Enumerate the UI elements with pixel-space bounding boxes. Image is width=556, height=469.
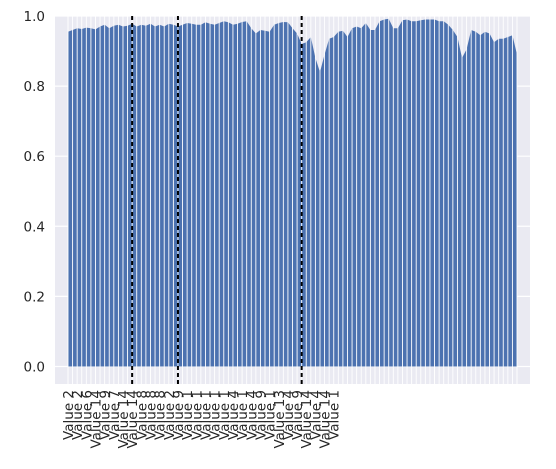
x-tick-label: Value 1 [263, 390, 279, 440]
x-tick-label: Value 9 [253, 390, 269, 440]
x-tick-label: Value 14 [125, 390, 141, 449]
reference-lines [131, 16, 303, 384]
x-tick-label: Value 2 [61, 390, 77, 440]
x-tick-marks [67, 16, 518, 384]
x-tick-label: Value 9 [171, 390, 187, 440]
x-tick-label: Value 6 [79, 390, 95, 440]
x-tick-label: Value 4 [226, 390, 242, 440]
y-tick-label: 0.6 [24, 149, 45, 165]
x-tick-label: Value 2 [162, 390, 178, 440]
y-axis: 0.0 0.2 0.4 0.6 0.8 1.0 [24, 9, 45, 375]
x-tick-label: Value 4 [308, 390, 324, 440]
y-tick-label: 0.8 [24, 79, 45, 95]
x-tick-label: Value 4 [244, 390, 260, 440]
x-tick-label: Value 1 [217, 390, 233, 440]
x-tick-label: Value 14 [116, 390, 132, 449]
x-tick-label: Value 9 [290, 390, 306, 440]
x-tick-label: Value 8 [143, 390, 159, 440]
x-tick-label: Value 8 [153, 390, 169, 440]
x-tick-label: Value 7 [107, 390, 123, 440]
x-tick-label: Value 1 [180, 390, 196, 440]
x-tick-label: Value 1 [198, 390, 214, 440]
y-tick-label: 1.0 [24, 9, 45, 25]
x-tick-label: Value 4 [281, 390, 297, 440]
x-tick-label: Value 1 [327, 390, 343, 440]
x-tick-label: Value 14 [318, 390, 334, 449]
x-tick-label: Value 1 [189, 390, 205, 440]
x-tick-label: Value 14 [88, 390, 104, 449]
y-tick-label: 0.0 [24, 359, 45, 375]
x-tick-label: Value 2 [70, 390, 86, 440]
x-tick-label: Value 13 [272, 390, 288, 449]
y-tick-label: 0.4 [24, 219, 45, 235]
x-tick-label: Value 14 [299, 390, 315, 449]
y-tick-label: 0.2 [24, 289, 45, 305]
x-tick-label: Value 1 [235, 390, 251, 440]
x-tick-label: Value 8 [134, 390, 150, 440]
x-tick-label: Value 1 [208, 390, 224, 440]
x-tick-label: Value 9 [98, 390, 114, 440]
